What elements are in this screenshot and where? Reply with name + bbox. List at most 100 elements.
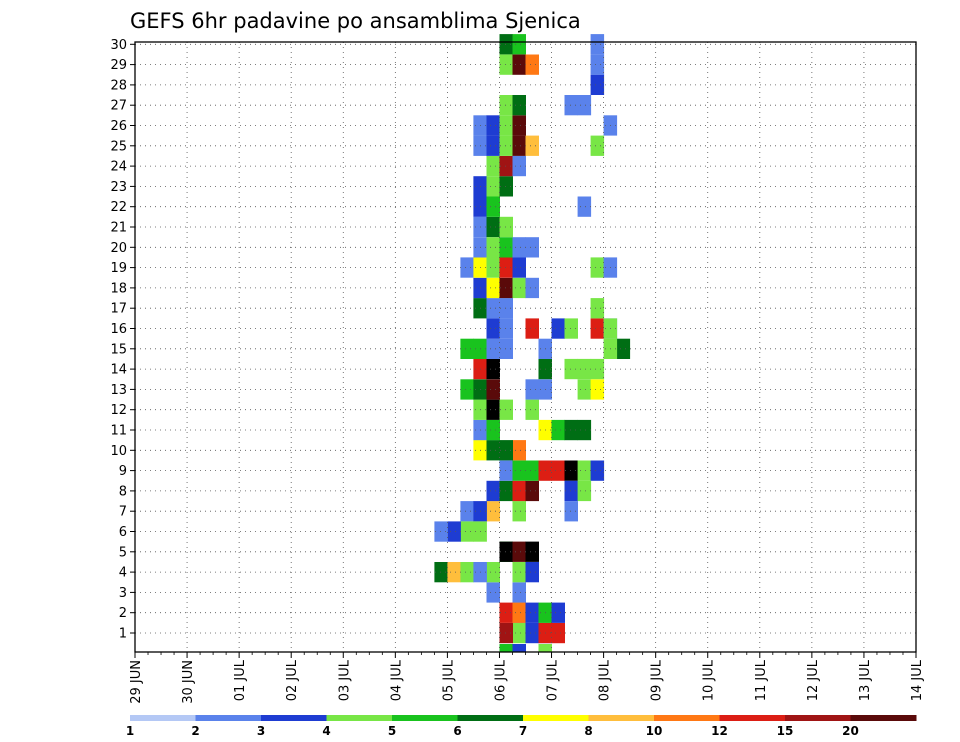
y-tick-label: 12 [110,403,127,418]
heatmap-cell [512,34,526,55]
y-tick-label: 16 [110,322,127,337]
heatmap-cell [499,135,513,156]
y-tick-label: 14 [110,363,127,378]
heatmap-cell [512,135,526,156]
heatmap-cell [512,622,526,644]
heatmap-cell [577,480,592,502]
x-axis: 29 JUN 30 JUN 01 JUL 02 JUL 03 JUL 04 JUL 05 J… [129,652,925,704]
colorbar-segment [261,715,327,721]
heatmap-cell [499,237,513,258]
heatmap-cell [512,501,526,522]
colorbar-label: 10 [646,724,663,738]
heatmap-cell [460,562,474,583]
y-tick-label: 8 [119,484,127,499]
y-tick-label: 3 [119,586,127,601]
x-tick-label: 06 JUL [493,659,508,701]
colorbar-label: 12 [711,724,728,738]
heatmap-cell [486,257,500,278]
heatmap-cell [590,460,605,481]
heatmap-cell [486,216,500,238]
heatmap-cell [564,460,578,481]
heatmap-cell [525,460,539,481]
heatmap-cell [590,135,605,156]
heatmap-cell [512,602,526,623]
x-tick-label: 03 JUL [337,659,352,701]
heatmap-cell [512,115,526,136]
heatmap-cell [590,318,605,339]
colorbar-segment [326,715,393,721]
y-tick-label: 24 [110,160,127,175]
heatmap-cell [512,541,526,562]
y-tick-label: 27 [110,99,127,114]
heatmap-cell [499,298,513,319]
y-tick-label: 7 [119,505,127,520]
heatmap-cell [512,155,526,177]
heatmap-cell [512,480,526,502]
heatmap-cell [486,399,500,420]
heatmap-cell [525,480,539,502]
heatmap-cell [590,379,605,400]
heatmap-cell [564,358,578,380]
heatmap-cell [499,277,513,299]
heatmap-cell [551,602,565,623]
heatmap-cell [447,521,461,542]
heatmap-cell [525,562,539,583]
heatmap-cell [499,480,513,502]
heatmap-cell [486,501,500,522]
heatmap-cell [564,419,578,441]
y-tick-label: 19 [110,261,127,276]
heatmap-cell [434,562,448,583]
x-tick-label: 29 JUN [129,660,144,704]
heatmap-cell [460,338,474,359]
heatmap-cell [486,562,500,583]
colorbar-segment [523,715,589,721]
heatmap-cell [460,501,474,522]
y-tick-label: 28 [110,78,127,93]
heatmap-cell [538,644,552,652]
heatmap-cell [512,582,526,603]
heatmap-cell [499,318,513,339]
heatmap-cell [512,562,526,583]
heatmap-cell [577,460,592,481]
colorbar-label: 20 [842,724,859,738]
y-tick-label: 2 [119,606,127,621]
colorbar-segment [457,715,524,721]
y-tick-label: 21 [110,221,127,236]
y-tick-label: 26 [110,119,127,134]
heatmap-cell [564,318,578,339]
heatmap-cell [486,176,500,197]
heatmap-cell [499,54,513,75]
heatmap-cell [512,277,526,299]
heatmap-cells [434,34,631,652]
heatmap-cell [551,460,565,481]
heatmap-cell [499,440,513,461]
heatmap-cell [512,54,526,75]
heatmap-cell [486,277,500,299]
heatmap-cell [551,419,565,441]
colorbar-label: 5 [388,724,396,738]
x-tick-label: 01 JUL [233,659,248,701]
heatmap-cell [577,358,592,380]
heatmap-cell [590,74,605,95]
y-tick-label: 29 [110,58,127,73]
y-tick-label: 25 [110,139,127,154]
x-tick-label: 07 JUL [546,659,561,701]
heatmap-cell [486,338,500,359]
heatmap-cell [577,379,592,400]
heatmap-cell [486,358,500,380]
heatmap-cell [525,277,539,299]
heatmap-cell [590,298,605,319]
heatmap-cell [577,196,592,217]
heatmap-cell [499,541,513,562]
x-tick-label: 02 JUL [285,659,300,701]
y-tick-label: 18 [110,281,127,296]
heatmap-cell [499,155,513,177]
heatmap-cell [616,338,631,359]
heatmap-cell [564,95,578,116]
colorbar-segment [195,715,262,721]
heatmap-cell [564,480,578,502]
colorbar-segment [588,715,655,721]
x-tick-label: 14 JUL [910,659,925,701]
colorbar-label: 1 [126,724,134,738]
